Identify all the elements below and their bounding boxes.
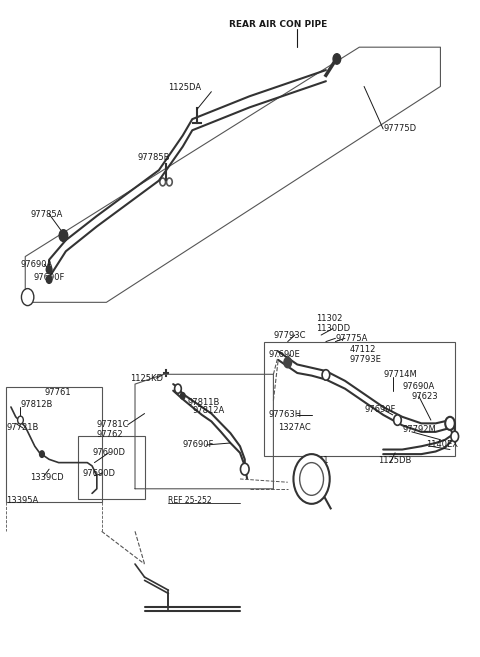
Text: 97690F: 97690F bbox=[364, 405, 396, 414]
Text: 11302: 11302 bbox=[316, 314, 343, 323]
Circle shape bbox=[293, 454, 330, 504]
Circle shape bbox=[59, 230, 68, 242]
Text: 97785B: 97785B bbox=[137, 152, 170, 162]
Circle shape bbox=[240, 463, 249, 475]
Circle shape bbox=[46, 275, 52, 283]
Text: 1339CD: 1339CD bbox=[30, 472, 64, 482]
Text: 97792M: 97792M bbox=[402, 425, 436, 434]
Circle shape bbox=[175, 384, 181, 394]
Text: 1125DA: 1125DA bbox=[168, 83, 202, 92]
Text: 97690E: 97690E bbox=[269, 350, 300, 359]
Text: 1130DD: 1130DD bbox=[316, 324, 350, 333]
Text: REAR AIR CON PIPE: REAR AIR CON PIPE bbox=[229, 20, 327, 29]
Text: 97781C: 97781C bbox=[97, 420, 129, 429]
Text: 97761: 97761 bbox=[44, 388, 71, 397]
Text: 97690D: 97690D bbox=[92, 448, 125, 457]
Bar bbox=[264, 342, 455, 456]
Bar bbox=[6, 388, 102, 502]
Text: 1327AC: 1327AC bbox=[278, 424, 311, 432]
Circle shape bbox=[300, 463, 324, 495]
Text: 97705: 97705 bbox=[302, 481, 328, 490]
Text: 97793C: 97793C bbox=[274, 330, 306, 340]
Text: 97812B: 97812B bbox=[21, 400, 53, 409]
Text: 13395A: 13395A bbox=[6, 496, 38, 505]
Text: 97762: 97762 bbox=[97, 430, 123, 439]
Text: 97775D: 97775D bbox=[383, 124, 416, 133]
Text: 97812A: 97812A bbox=[192, 406, 225, 415]
Text: 97763H: 97763H bbox=[269, 411, 302, 419]
Text: A: A bbox=[448, 421, 452, 426]
Text: 1125DB: 1125DB bbox=[378, 456, 412, 465]
Text: 1125KD: 1125KD bbox=[130, 374, 163, 383]
Circle shape bbox=[445, 417, 455, 430]
Text: 97690A: 97690A bbox=[402, 382, 434, 390]
Text: 97690F: 97690F bbox=[183, 440, 214, 449]
Text: 97785A: 97785A bbox=[30, 210, 62, 219]
Circle shape bbox=[333, 54, 341, 64]
Text: 97690F: 97690F bbox=[34, 273, 65, 282]
Circle shape bbox=[451, 431, 458, 442]
Circle shape bbox=[46, 265, 52, 273]
Circle shape bbox=[284, 357, 291, 368]
Bar bbox=[78, 436, 144, 499]
Circle shape bbox=[180, 393, 185, 399]
Circle shape bbox=[18, 416, 24, 424]
Text: 1140EX: 1140EX bbox=[426, 440, 458, 449]
Text: 97701: 97701 bbox=[302, 456, 328, 465]
Text: REF 25-252: REF 25-252 bbox=[168, 496, 212, 505]
Text: 97690A: 97690A bbox=[21, 260, 53, 269]
Text: A: A bbox=[25, 292, 30, 302]
Circle shape bbox=[22, 288, 34, 306]
Text: 97811B: 97811B bbox=[188, 398, 220, 407]
Text: 97690D: 97690D bbox=[83, 469, 116, 478]
Text: 97623: 97623 bbox=[412, 392, 438, 401]
Text: 97721B: 97721B bbox=[6, 424, 38, 432]
Circle shape bbox=[322, 370, 330, 380]
Circle shape bbox=[394, 415, 401, 425]
Text: 97775A: 97775A bbox=[336, 334, 368, 343]
Text: 97793E: 97793E bbox=[350, 355, 382, 365]
Text: 47112: 47112 bbox=[350, 345, 376, 354]
Circle shape bbox=[39, 451, 44, 457]
Text: 97714M: 97714M bbox=[383, 370, 417, 379]
